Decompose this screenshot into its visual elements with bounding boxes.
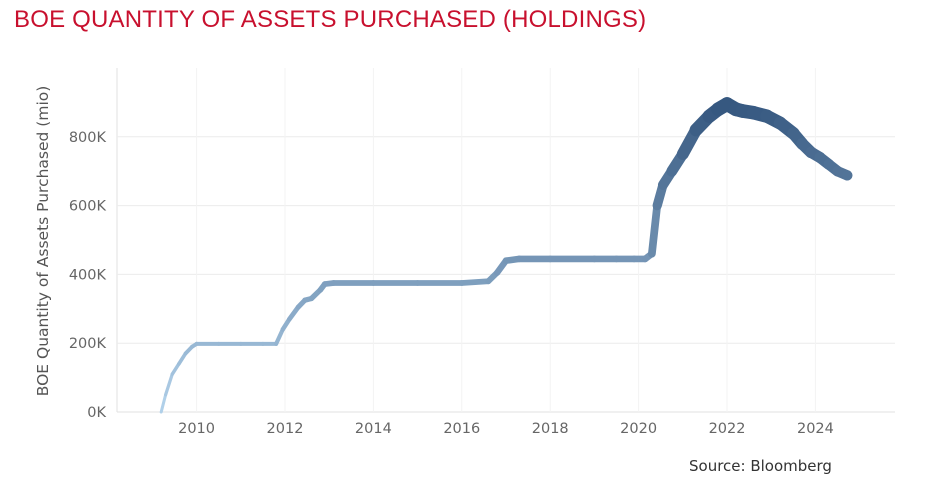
y-axis-ticks: 0K 200K 400K 600K 800K — [69, 130, 107, 421]
x-tick-label: 2012 — [267, 421, 304, 437]
series-segment — [177, 351, 188, 366]
x-tick-label: 2020 — [620, 421, 657, 437]
y-tick-label: 200K — [69, 336, 107, 352]
series-segment — [159, 393, 168, 414]
x-tick-label: 2018 — [532, 421, 569, 437]
series-end-point — [842, 170, 853, 181]
source-note: Source: Bloomberg — [689, 457, 832, 475]
x-tick-label: 2016 — [443, 421, 480, 437]
series-segment — [170, 362, 181, 376]
x-tick-label: 2024 — [797, 421, 834, 437]
series-segment — [274, 327, 285, 346]
y-tick-label: 800K — [69, 130, 107, 146]
y-axis-label: BOE Quantity of Assets Purchased (mio) — [34, 86, 52, 397]
y-tick-label: 0K — [87, 405, 106, 421]
x-tick-label: 2014 — [355, 421, 392, 437]
x-tick-label: 2010 — [178, 421, 215, 437]
x-axis-ticks: 2010 2012 2014 2016 2018 2020 2022 2024 — [178, 421, 834, 437]
series-segment — [164, 372, 174, 397]
chart-title: BOE QUANTITY OF ASSETS PURCHASED (HOLDIN… — [14, 6, 647, 33]
y-tick-label: 400K — [69, 267, 107, 283]
series-segment — [458, 278, 492, 286]
x-tick-label: 2022 — [709, 421, 746, 437]
y-tick-label: 600K — [69, 199, 107, 215]
series-segment — [647, 201, 662, 258]
data-series-line — [159, 97, 853, 414]
